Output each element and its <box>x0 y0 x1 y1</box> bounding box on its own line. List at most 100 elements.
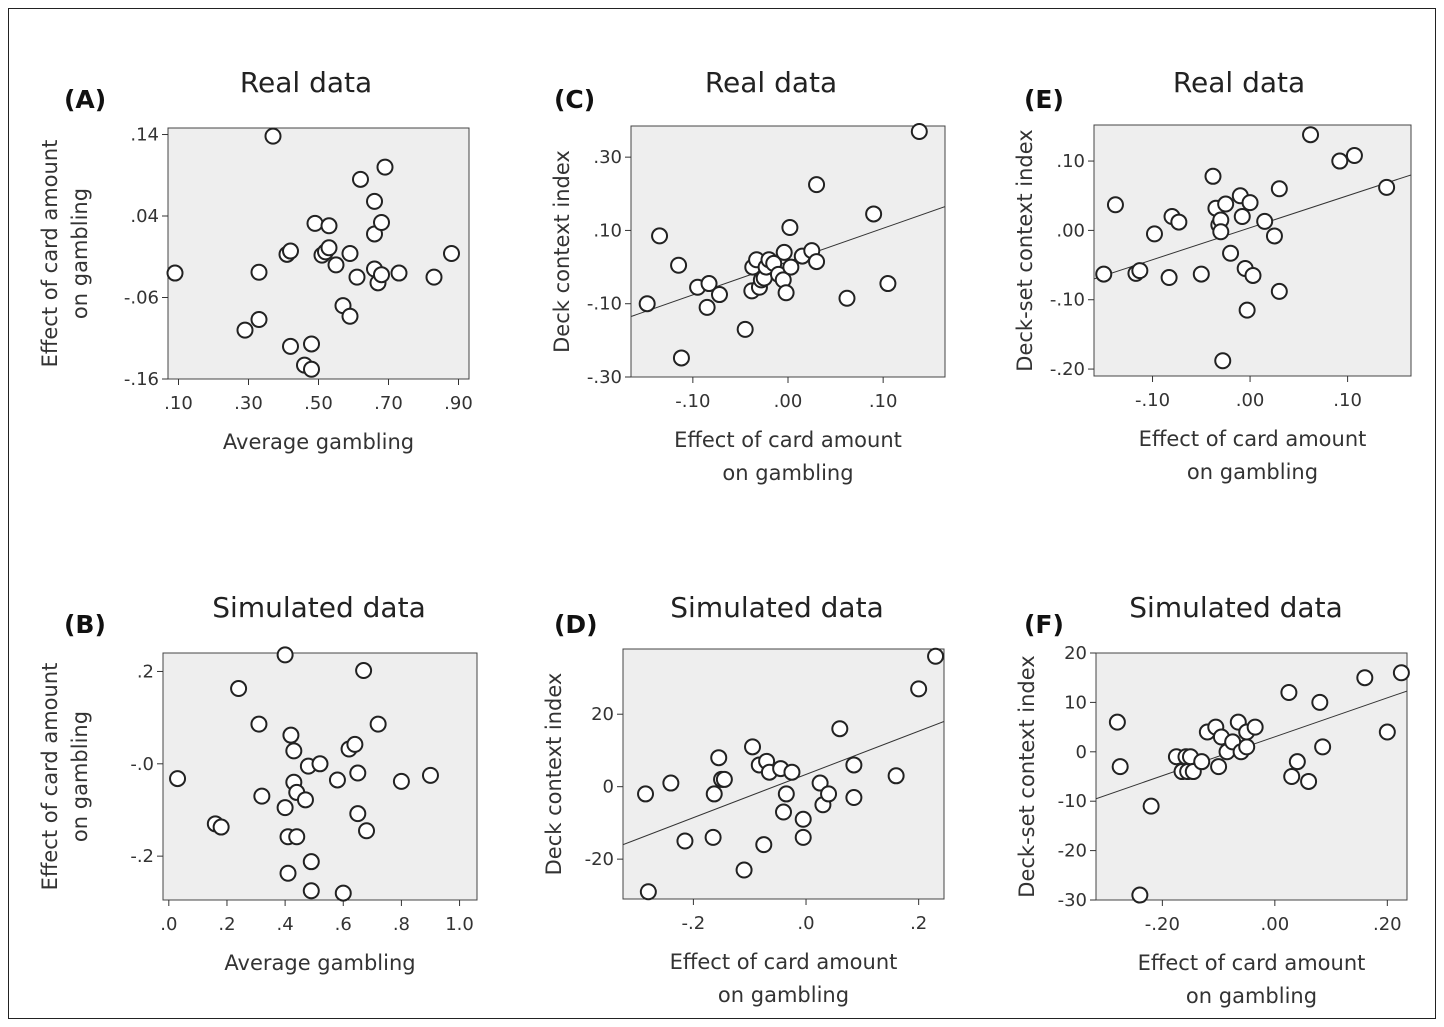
data-point <box>169 770 187 788</box>
panel-title: Real data <box>705 66 837 99</box>
x-axis-title: Effect of card amount <box>670 950 898 974</box>
panel-title: Simulated data <box>1129 591 1342 624</box>
y-tick-label: .10 <box>1056 151 1085 172</box>
data-point <box>1270 282 1288 300</box>
panel-e: (E) Real data -.10 .00 .10 -.20 -.10 .00 .10 Effe… <box>1013 66 1412 484</box>
data-point <box>910 122 928 140</box>
panel-letter: (C) <box>554 85 595 114</box>
y-tick-label: -.2 <box>130 846 154 867</box>
data-point <box>704 828 722 846</box>
data-point <box>735 861 753 879</box>
y-axis-title: Effect of card amount <box>38 663 62 891</box>
y-tick-label: -20 <box>1058 841 1087 862</box>
data-point <box>1131 262 1149 280</box>
data-point <box>1280 684 1298 702</box>
data-point <box>794 810 812 828</box>
data-point <box>230 680 248 698</box>
y-tick-label: -.10 <box>1050 290 1085 311</box>
data-point <box>334 884 352 902</box>
y-tick-label: 0 <box>1076 742 1087 763</box>
panel-letter: (A) <box>64 85 106 114</box>
data-point <box>1392 664 1410 682</box>
data-point <box>1233 208 1251 226</box>
plot-area <box>1095 652 1408 901</box>
panel-c: (C) Real data -.10 .00 .10 -.30 -.10 .10 .30 Effe… <box>550 66 946 485</box>
data-point <box>1192 265 1210 283</box>
y-tick-label: -.16 <box>124 369 159 390</box>
data-point <box>820 785 838 803</box>
data-point <box>390 264 408 282</box>
data-point <box>369 715 387 733</box>
data-point <box>744 738 762 756</box>
data-point <box>845 756 863 774</box>
data-point <box>1170 213 1188 231</box>
data-point <box>1378 178 1396 196</box>
data-point <box>1131 886 1149 904</box>
data-point <box>250 311 268 329</box>
data-point <box>1331 152 1349 170</box>
data-point <box>1311 693 1329 711</box>
data-point <box>279 864 297 882</box>
data-point <box>1288 753 1306 771</box>
x-tick-label: .0 <box>797 913 814 934</box>
x-tick-label: .30 <box>234 393 263 414</box>
data-point <box>1300 772 1318 790</box>
data-point <box>755 836 773 854</box>
panel-b: (B) Simulated data .0 .2 .4 .6 .8 1.0 -.2 -.0 .2 Av… <box>38 591 478 975</box>
data-point <box>676 832 694 850</box>
x-tick-label: .90 <box>444 393 473 414</box>
y-tick-label: -.0 <box>130 754 154 775</box>
data-point <box>285 742 303 760</box>
data-point <box>282 337 299 355</box>
x-tick-label: -.2 <box>682 913 706 934</box>
y-tick-label: .2 <box>137 661 154 682</box>
data-point <box>1111 758 1129 776</box>
x-axis-title: Effect of card amount <box>1138 951 1366 975</box>
data-point <box>373 214 390 232</box>
data-point <box>352 170 369 188</box>
data-point <box>373 266 390 284</box>
x-axis-title: on gambling <box>1186 984 1317 1008</box>
data-point <box>303 335 320 353</box>
data-point <box>710 749 728 767</box>
data-point <box>302 853 320 871</box>
data-point <box>166 264 184 282</box>
x-tick-label: .70 <box>374 393 403 414</box>
data-point <box>1193 753 1211 771</box>
x-axis-title: on gambling <box>718 983 849 1007</box>
x-tick-label: .2 <box>910 913 927 934</box>
data-point <box>1241 194 1259 212</box>
y-tick-label: -30 <box>1058 890 1087 911</box>
x-tick-label: .00 <box>774 391 803 412</box>
data-point <box>808 176 826 194</box>
data-point <box>672 349 690 367</box>
data-point <box>212 818 230 836</box>
panel-title: Real data <box>1173 66 1305 99</box>
data-point <box>1314 738 1332 756</box>
data-point <box>808 253 826 271</box>
scatter-figure: (A) Real data .10 .30 .50 .70 .90 -.16 -.06 .04 .1… <box>38 66 1412 1008</box>
panel-title: Simulated data <box>212 591 425 624</box>
data-point <box>637 785 655 803</box>
data-point <box>349 805 367 823</box>
y-axis-title: Deck-set context index <box>1015 655 1039 897</box>
y-tick-label: -20 <box>585 849 614 870</box>
data-point <box>1217 195 1235 213</box>
data-point <box>296 791 314 809</box>
data-point <box>320 239 338 257</box>
x-tick-label: .0 <box>160 914 177 935</box>
data-point <box>698 298 716 316</box>
data-point <box>775 803 792 821</box>
data-point <box>838 289 856 307</box>
data-point <box>376 158 394 176</box>
data-point <box>1204 167 1222 185</box>
data-point <box>346 735 364 753</box>
figure-frame: (A) Real data .10 .30 .50 .70 .90 -.16 -.06 .04 .1… <box>8 8 1436 1019</box>
y-tick-label: -.06 <box>124 288 159 309</box>
data-point <box>276 799 294 817</box>
data-point <box>282 242 299 260</box>
y-tick-label: .14 <box>130 125 159 146</box>
data-point <box>250 715 268 733</box>
data-point <box>1256 212 1274 230</box>
data-point <box>1212 223 1230 241</box>
